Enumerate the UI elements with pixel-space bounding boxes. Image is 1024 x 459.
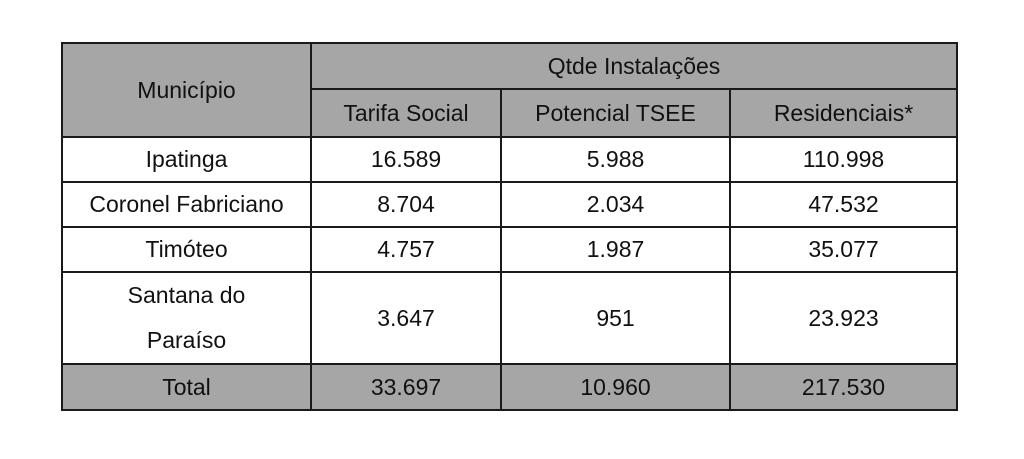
row-municipio-line1: Santana do xyxy=(127,282,246,308)
header-qtde-instalacoes: Qtde Instalações xyxy=(310,42,958,90)
total-row: Total 33.697 10.960 217.530 xyxy=(61,363,958,411)
data-table-container: Município Qtde Instalações Tarifa Social… xyxy=(61,42,958,411)
row-residenciais: 35.077 xyxy=(729,226,958,273)
row-residenciais: 23.923 xyxy=(729,271,958,365)
total-label: Total xyxy=(61,363,312,411)
row-municipio: Ipatinga xyxy=(61,136,312,183)
table-row: Santana do Paraíso 3.647 951 23.923 xyxy=(61,271,958,365)
row-residenciais: 47.532 xyxy=(729,181,958,228)
header-row-top: Município Qtde Instalações xyxy=(61,42,958,138)
total-residenciais: 217.530 xyxy=(729,363,958,411)
header-residenciais: Residenciais* xyxy=(729,88,958,138)
row-municipio-line2: Paraíso xyxy=(146,327,227,353)
header-potencial-tsee: Potencial TSEE xyxy=(500,88,731,138)
table-row: Coronel Fabriciano 8.704 2.034 47.532 xyxy=(61,181,958,228)
row-potencial-tsee: 5.988 xyxy=(500,136,731,183)
header-row-sub: Tarifa Social Potencial TSEE Residenciai… xyxy=(62,88,958,138)
header-tarifa-social: Tarifa Social xyxy=(310,88,502,138)
installations-table: Município Qtde Instalações Tarifa Social… xyxy=(61,42,958,411)
table-row: Timóteo 4.757 1.987 35.077 xyxy=(61,226,958,273)
row-tarifa-social: 3.647 xyxy=(310,271,502,365)
row-municipio: Santana do Paraíso xyxy=(61,271,312,365)
row-tarifa-social: 8.704 xyxy=(310,181,502,228)
row-residenciais: 110.998 xyxy=(729,136,958,183)
table-row: Ipatinga 16.589 5.988 110.998 xyxy=(61,136,958,183)
row-tarifa-social: 4.757 xyxy=(310,226,502,273)
row-municipio: Coronel Fabriciano xyxy=(61,181,312,228)
row-potencial-tsee: 1.987 xyxy=(500,226,731,273)
row-municipio: Timóteo xyxy=(61,226,312,273)
total-potencial-tsee: 10.960 xyxy=(500,363,731,411)
header-municipio: Município xyxy=(61,42,312,138)
row-potencial-tsee: 951 xyxy=(500,271,731,365)
row-tarifa-social: 16.589 xyxy=(310,136,502,183)
row-potencial-tsee: 2.034 xyxy=(500,181,731,228)
total-tarifa-social: 33.697 xyxy=(310,363,502,411)
